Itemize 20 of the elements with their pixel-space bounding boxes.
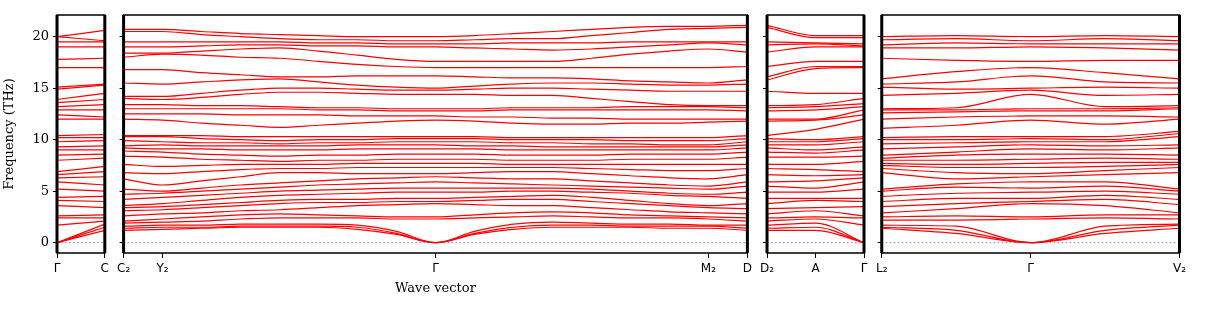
x-tick-label: C <box>100 261 110 276</box>
y-axis-title: Frequency (THz) <box>1 78 17 190</box>
y-tick-label: 10 <box>32 131 49 147</box>
x-tick-label: A <box>811 261 821 276</box>
x-tick-label: V₂ <box>1172 261 1187 276</box>
x-tick-label: Y₂ <box>155 261 169 276</box>
x-tick-label: D <box>742 261 752 276</box>
y-tick-label: 15 <box>32 79 49 95</box>
x-tick-label: Γ <box>432 261 440 276</box>
x-axis-title: Wave vector <box>395 279 477 295</box>
x-tick-label: M₂ <box>700 261 717 276</box>
x-tick-label: D₂ <box>759 261 775 276</box>
x-tick-label: Γ <box>53 261 61 276</box>
x-tick-label: L₂ <box>876 261 888 276</box>
x-tick-label: Γ <box>860 261 868 276</box>
y-tick-label: 0 <box>40 234 49 250</box>
x-tick-label: C₂ <box>116 261 131 276</box>
y-tick-label: 20 <box>32 28 49 44</box>
y-tick-label: 5 <box>40 182 49 198</box>
x-tick-label: Γ <box>1027 261 1035 276</box>
